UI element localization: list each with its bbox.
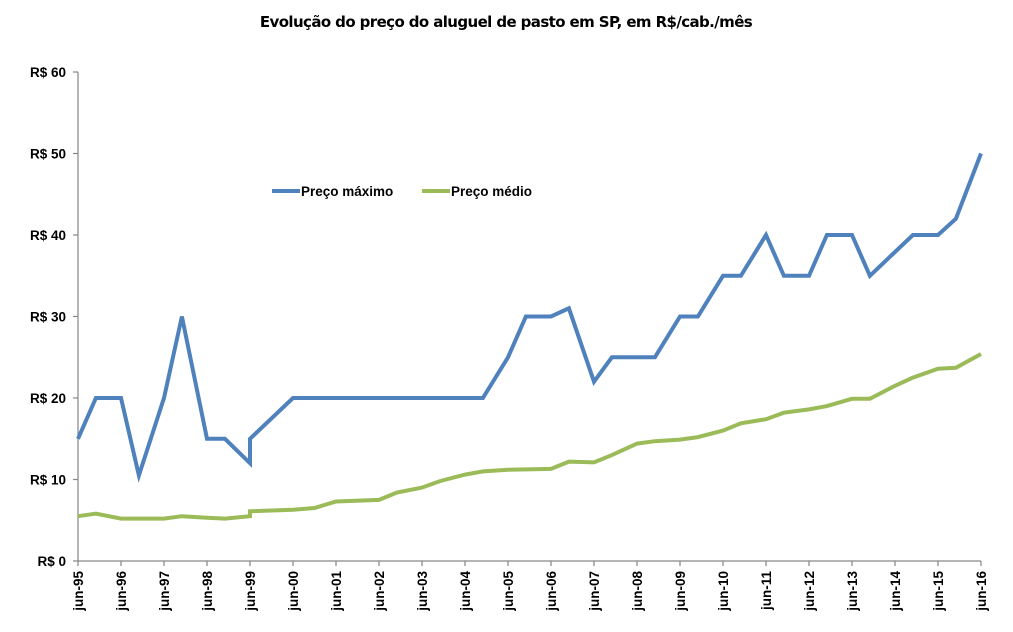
x-axis: jun-95 jun-96 jun-97 jun-98 jun-99 jun-00 jun-… xyxy=(71,560,989,612)
series-line-preco-medio xyxy=(77,352,982,521)
x-tick-label: jun-97 xyxy=(157,571,172,612)
x-tick-label: jun-10 xyxy=(716,571,731,612)
series-line-preco-maximo xyxy=(76,152,983,483)
y-axis: R$ 0 R$ 10 R$ 20 R$ 30 R$ 40 R$ 50 R$ 60 xyxy=(30,65,79,569)
x-tick-label: jun-05 xyxy=(501,571,516,612)
x-tick-label: jun-00 xyxy=(286,571,301,612)
series-group xyxy=(76,152,983,521)
y-tick-label: R$ 60 xyxy=(30,65,66,80)
x-tick-label: jun-12 xyxy=(802,571,817,612)
legend-item-preco-maximo: Preço máximo xyxy=(272,184,393,199)
x-tick-label: jun-03 xyxy=(415,571,430,612)
x-tick-label: jun-14 xyxy=(888,571,903,612)
y-tick-label: R$ 10 xyxy=(30,473,66,488)
x-tick-label: jun-06 xyxy=(544,571,559,612)
x-tick-label: jun-13 xyxy=(845,571,860,612)
legend-label-preco-medio: Preço médio xyxy=(451,184,532,199)
y-tick-label: R$ 30 xyxy=(30,310,66,325)
y-tick-label: R$ 0 xyxy=(37,554,66,569)
legend-item-preco-medio: Preço médio xyxy=(422,184,532,199)
x-tick-label: jun-08 xyxy=(630,571,645,612)
x-tick-label: jun-11 xyxy=(759,571,774,612)
y-tick-label: R$ 20 xyxy=(30,391,66,406)
x-tick-label: jun-15 xyxy=(931,571,946,612)
x-tick-label: jun-09 xyxy=(673,571,688,612)
x-tick-label: jun-16 xyxy=(974,571,989,612)
x-tick-label: jun-02 xyxy=(372,571,387,612)
chart-title: Evolução do preço do aluguel de pasto em… xyxy=(260,13,753,31)
x-tick-label: jun-01 xyxy=(329,571,344,612)
x-tick-label: jun-04 xyxy=(458,571,473,612)
y-tick-label: R$ 40 xyxy=(30,228,66,243)
y-tick-label: R$ 50 xyxy=(30,147,66,162)
legend-label-preco-maximo: Preço máximo xyxy=(301,184,393,199)
legend: Preço máximo Preço médio xyxy=(272,184,532,199)
x-tick-label: jun-98 xyxy=(200,571,215,612)
x-tick-label: jun-96 xyxy=(114,571,129,612)
x-tick-label: jun-07 xyxy=(587,571,602,612)
x-tick-label: jun-99 xyxy=(243,571,258,612)
x-tick-label: jun-95 xyxy=(71,571,86,612)
